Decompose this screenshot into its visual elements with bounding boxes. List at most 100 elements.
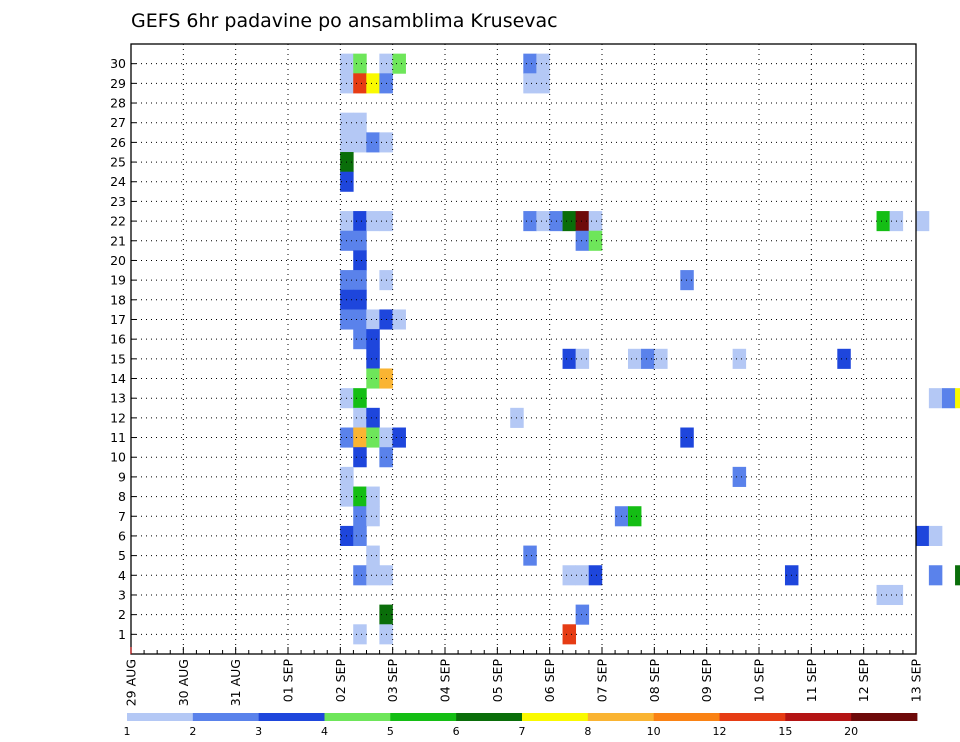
heatmap-cell (366, 545, 380, 566)
y-axis: 1234567891011121314151617181920212223242… (110, 56, 136, 642)
colorbar-label: 5 (387, 725, 394, 738)
y-tick-label: 9 (118, 469, 126, 484)
heatmap-cell (353, 329, 367, 350)
colorbar-swatch (324, 713, 391, 721)
colorbar-swatch (719, 713, 786, 721)
heatmap-cell (353, 624, 367, 645)
heatmap-cell (353, 565, 367, 586)
y-tick-label: 14 (110, 371, 126, 386)
x-tick-label: 04 SEP (438, 659, 453, 703)
y-tick-label: 10 (110, 450, 126, 465)
colorbar-swatch (456, 713, 523, 721)
x-tick-label: 13 SEP (909, 659, 924, 703)
heatmap-cell (353, 525, 367, 546)
heatmap-cell (837, 348, 851, 369)
x-tick-label: 11 SEP (804, 659, 819, 703)
colorbar-swatch (192, 713, 260, 721)
heatmap-cell (575, 348, 590, 369)
heatmap-cell (523, 211, 537, 232)
heatmap-cell (366, 329, 380, 350)
y-tick-label: 1 (118, 627, 126, 642)
heatmap-cell (366, 132, 380, 153)
heatmap-cell (627, 506, 642, 527)
heatmap-cell (732, 466, 747, 487)
colorbar-label: 10 (647, 725, 661, 738)
y-tick-label: 19 (110, 273, 126, 288)
colorbar-swatch (587, 713, 655, 721)
heatmap-cell (641, 348, 655, 369)
heatmap-cell (588, 211, 603, 232)
x-tick-label: 02 SEP (333, 659, 348, 703)
y-tick-label: 26 (110, 135, 126, 150)
y-tick-label: 15 (110, 351, 126, 366)
heatmap-cell (366, 211, 380, 232)
heatmap-cell (575, 211, 590, 232)
colorbar-swatch (127, 713, 194, 721)
y-tick-label: 8 (118, 489, 126, 504)
y-tick-label: 29 (110, 76, 126, 91)
colorbar-swatch (785, 713, 852, 721)
colorbar-label: 15 (778, 725, 792, 738)
heatmap-cell (680, 427, 694, 448)
heatmap-cell (941, 388, 956, 409)
heatmap-cell (562, 565, 577, 586)
colorbar-label: 2 (189, 725, 196, 738)
x-tick-label: 12 SEP (856, 659, 871, 703)
heatmap-cell (588, 565, 603, 586)
heatmap-cell (353, 250, 367, 271)
x-tick-label: 08 SEP (647, 659, 662, 703)
heatmap-cell (353, 447, 367, 468)
heatmap-cell (680, 270, 694, 291)
y-tick-label: 22 (110, 214, 126, 229)
heatmap-cell (627, 348, 642, 369)
heatmap-cell (928, 565, 943, 586)
heatmap-cell (588, 230, 603, 251)
y-tick-label: 25 (110, 155, 126, 170)
heatmap-cell (575, 230, 590, 251)
colorbar-swatch (390, 713, 457, 721)
heatmap-cell (366, 486, 380, 507)
y-tick-label: 6 (118, 528, 126, 543)
heatmap-cell (366, 309, 380, 330)
colorbar-label: 1 (124, 725, 131, 738)
heatmap-cell (353, 309, 367, 330)
colorbar-swatch (653, 713, 720, 721)
y-tick-label: 5 (118, 548, 126, 563)
y-tick-label: 12 (110, 410, 126, 425)
colorbar: 1 2 3 4 5 6 7 8 10 12 15 20 (124, 713, 918, 738)
x-tick-label: 10 SEP (752, 659, 767, 703)
heatmap-cell (353, 506, 367, 527)
heatmap-cell (366, 427, 380, 448)
heatmap-cell (876, 211, 891, 232)
y-tick-label: 16 (110, 332, 126, 347)
y-tick-label: 20 (110, 253, 126, 268)
heatmap-cell (523, 545, 537, 566)
colorbar-label: 6 (453, 725, 460, 738)
grid-lines (131, 44, 916, 654)
y-tick-label: 2 (118, 607, 126, 622)
heatmap-cell (366, 368, 380, 389)
heatmap-cell (915, 525, 930, 546)
y-tick-label: 24 (110, 174, 126, 189)
y-tick-label: 13 (110, 391, 126, 406)
heatmap-cell (876, 584, 891, 606)
heatmap-cell (353, 230, 367, 251)
colorbar-label: 20 (844, 725, 858, 738)
y-tick-label: 30 (110, 56, 126, 71)
heatmap-cell (353, 53, 367, 74)
y-tick-label: 3 (118, 587, 126, 602)
x-tick-label: 03 SEP (385, 659, 400, 703)
colorbar-label: 8 (584, 725, 591, 738)
heatmap-cell (732, 348, 747, 369)
heatmap-cell (536, 73, 550, 94)
y-tick-label: 11 (110, 430, 126, 445)
heatmap-cell (353, 73, 367, 94)
colorbar-label: 12 (713, 725, 727, 738)
colorbar-label: 7 (519, 725, 526, 738)
heatmap-cell (353, 211, 367, 232)
heatmap-cell (575, 565, 590, 586)
y-tick-label: 4 (118, 568, 126, 583)
colorbar-label: 4 (321, 725, 328, 738)
heatmap-cell (353, 289, 367, 310)
heatmap-cell (353, 388, 367, 409)
